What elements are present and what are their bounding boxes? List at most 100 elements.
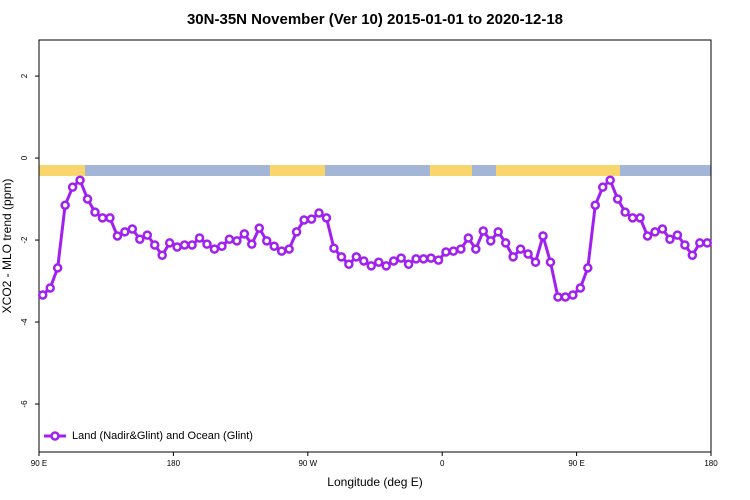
data-point xyxy=(485,236,496,246)
data-point xyxy=(642,231,653,241)
data-point xyxy=(635,213,645,223)
data-point xyxy=(575,283,586,293)
data-point xyxy=(612,194,623,204)
data-point xyxy=(403,259,414,269)
x-tick-label: 90 E xyxy=(31,459,47,468)
data-point xyxy=(239,229,250,239)
data-point xyxy=(672,230,683,240)
data-point xyxy=(164,238,175,248)
data-point xyxy=(515,244,526,254)
data-point xyxy=(426,253,436,263)
data-point xyxy=(665,234,675,244)
data-point xyxy=(97,213,108,223)
plot-frame xyxy=(38,39,712,453)
data-point xyxy=(247,239,257,249)
data-point xyxy=(306,214,317,224)
data-point xyxy=(500,238,511,248)
data-point xyxy=(299,215,309,225)
y-tick-label: -6 xyxy=(20,400,29,408)
legend-label: Land (Nadir&Glint) and Ocean (Glint) xyxy=(72,430,253,442)
data-point xyxy=(261,236,272,246)
data-point xyxy=(441,247,451,257)
data-point xyxy=(680,240,690,250)
data-point xyxy=(127,224,138,234)
data-point xyxy=(67,182,78,192)
data-point xyxy=(478,226,489,236)
data-point xyxy=(471,244,481,254)
data-point xyxy=(224,234,235,244)
data-point xyxy=(463,233,474,243)
data-point xyxy=(366,261,377,271)
data-point xyxy=(269,241,279,251)
x-axis-label: Longitude (deg E) xyxy=(327,475,422,489)
data-point xyxy=(90,207,100,217)
data-point xyxy=(336,252,347,262)
data-point xyxy=(209,244,220,254)
legend-marker xyxy=(50,431,60,441)
data-point xyxy=(45,283,55,293)
data-point xyxy=(52,263,63,273)
data-point xyxy=(530,257,541,267)
data-point xyxy=(418,254,429,264)
data-point xyxy=(590,200,601,210)
data-point xyxy=(179,240,190,250)
data-point xyxy=(105,213,115,223)
land-ocean-strip xyxy=(39,165,711,176)
data-point xyxy=(187,240,197,250)
data-point xyxy=(381,261,391,271)
data-point xyxy=(254,223,265,233)
data-point xyxy=(194,233,205,243)
data-point xyxy=(202,239,212,249)
data-point xyxy=(329,243,339,254)
data-point xyxy=(583,263,593,273)
data-point xyxy=(157,250,167,260)
data-point xyxy=(37,290,48,300)
y-tick-label: 0 xyxy=(20,155,29,160)
x-tick-label: 90 W xyxy=(298,459,317,468)
data-point xyxy=(314,208,324,218)
data-point xyxy=(75,175,85,185)
data-point xyxy=(605,175,615,185)
data-point xyxy=(291,227,302,237)
data-point xyxy=(560,292,571,302)
data-point xyxy=(135,234,145,244)
data-point xyxy=(456,244,466,254)
data-point xyxy=(657,224,668,234)
data-point xyxy=(172,242,182,252)
y-axis-label: XCO2 - MLO trend (ppm) xyxy=(0,179,14,314)
x-tick-label: 0 xyxy=(440,459,445,468)
data-point xyxy=(627,213,638,223)
x-tick-label: 90 E xyxy=(568,459,584,468)
data-point xyxy=(351,252,362,262)
data-point xyxy=(433,255,444,265)
data-point xyxy=(553,292,563,302)
data-point xyxy=(344,259,354,269)
data-point xyxy=(411,254,421,264)
data-point xyxy=(149,240,160,250)
land-strip xyxy=(39,165,85,176)
data-point xyxy=(321,213,332,223)
land-strip xyxy=(270,165,325,176)
data-point xyxy=(232,236,242,246)
data-point xyxy=(60,200,70,210)
chart-title: 30N-35N November (Ver 10) 2015-01-01 to … xyxy=(187,11,563,28)
data-point xyxy=(620,207,630,217)
data-point xyxy=(217,241,227,251)
data-point xyxy=(508,252,518,262)
data-point xyxy=(538,231,548,241)
data-point xyxy=(142,230,153,240)
data-point xyxy=(82,194,93,204)
x-tick-label: 180 xyxy=(167,459,181,468)
data-point xyxy=(523,249,533,259)
ocean-strip xyxy=(39,165,711,176)
data-point xyxy=(284,244,294,254)
data-point xyxy=(120,227,130,237)
land-strip xyxy=(496,165,620,176)
y-tick-label: 2 xyxy=(20,73,29,78)
y-tick-label: -4 xyxy=(20,318,29,326)
data-point xyxy=(276,246,287,256)
data-point xyxy=(597,182,608,192)
data-point xyxy=(359,256,369,266)
y-tick-label: -2 xyxy=(20,236,29,244)
